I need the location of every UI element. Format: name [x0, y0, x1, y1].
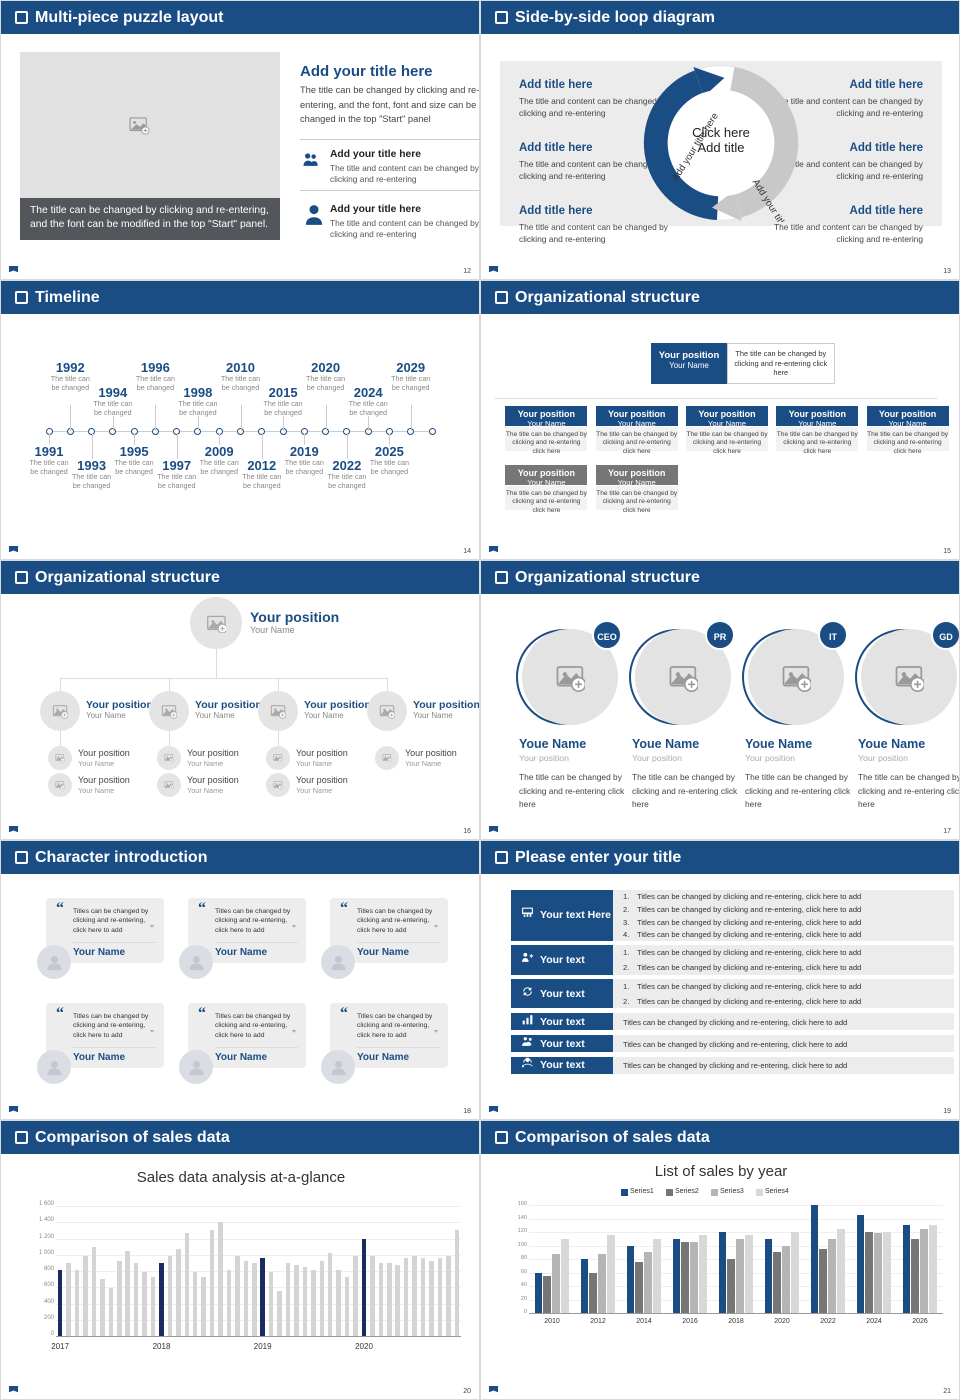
svg-text:Add your title here: Add your title here	[750, 177, 800, 222]
